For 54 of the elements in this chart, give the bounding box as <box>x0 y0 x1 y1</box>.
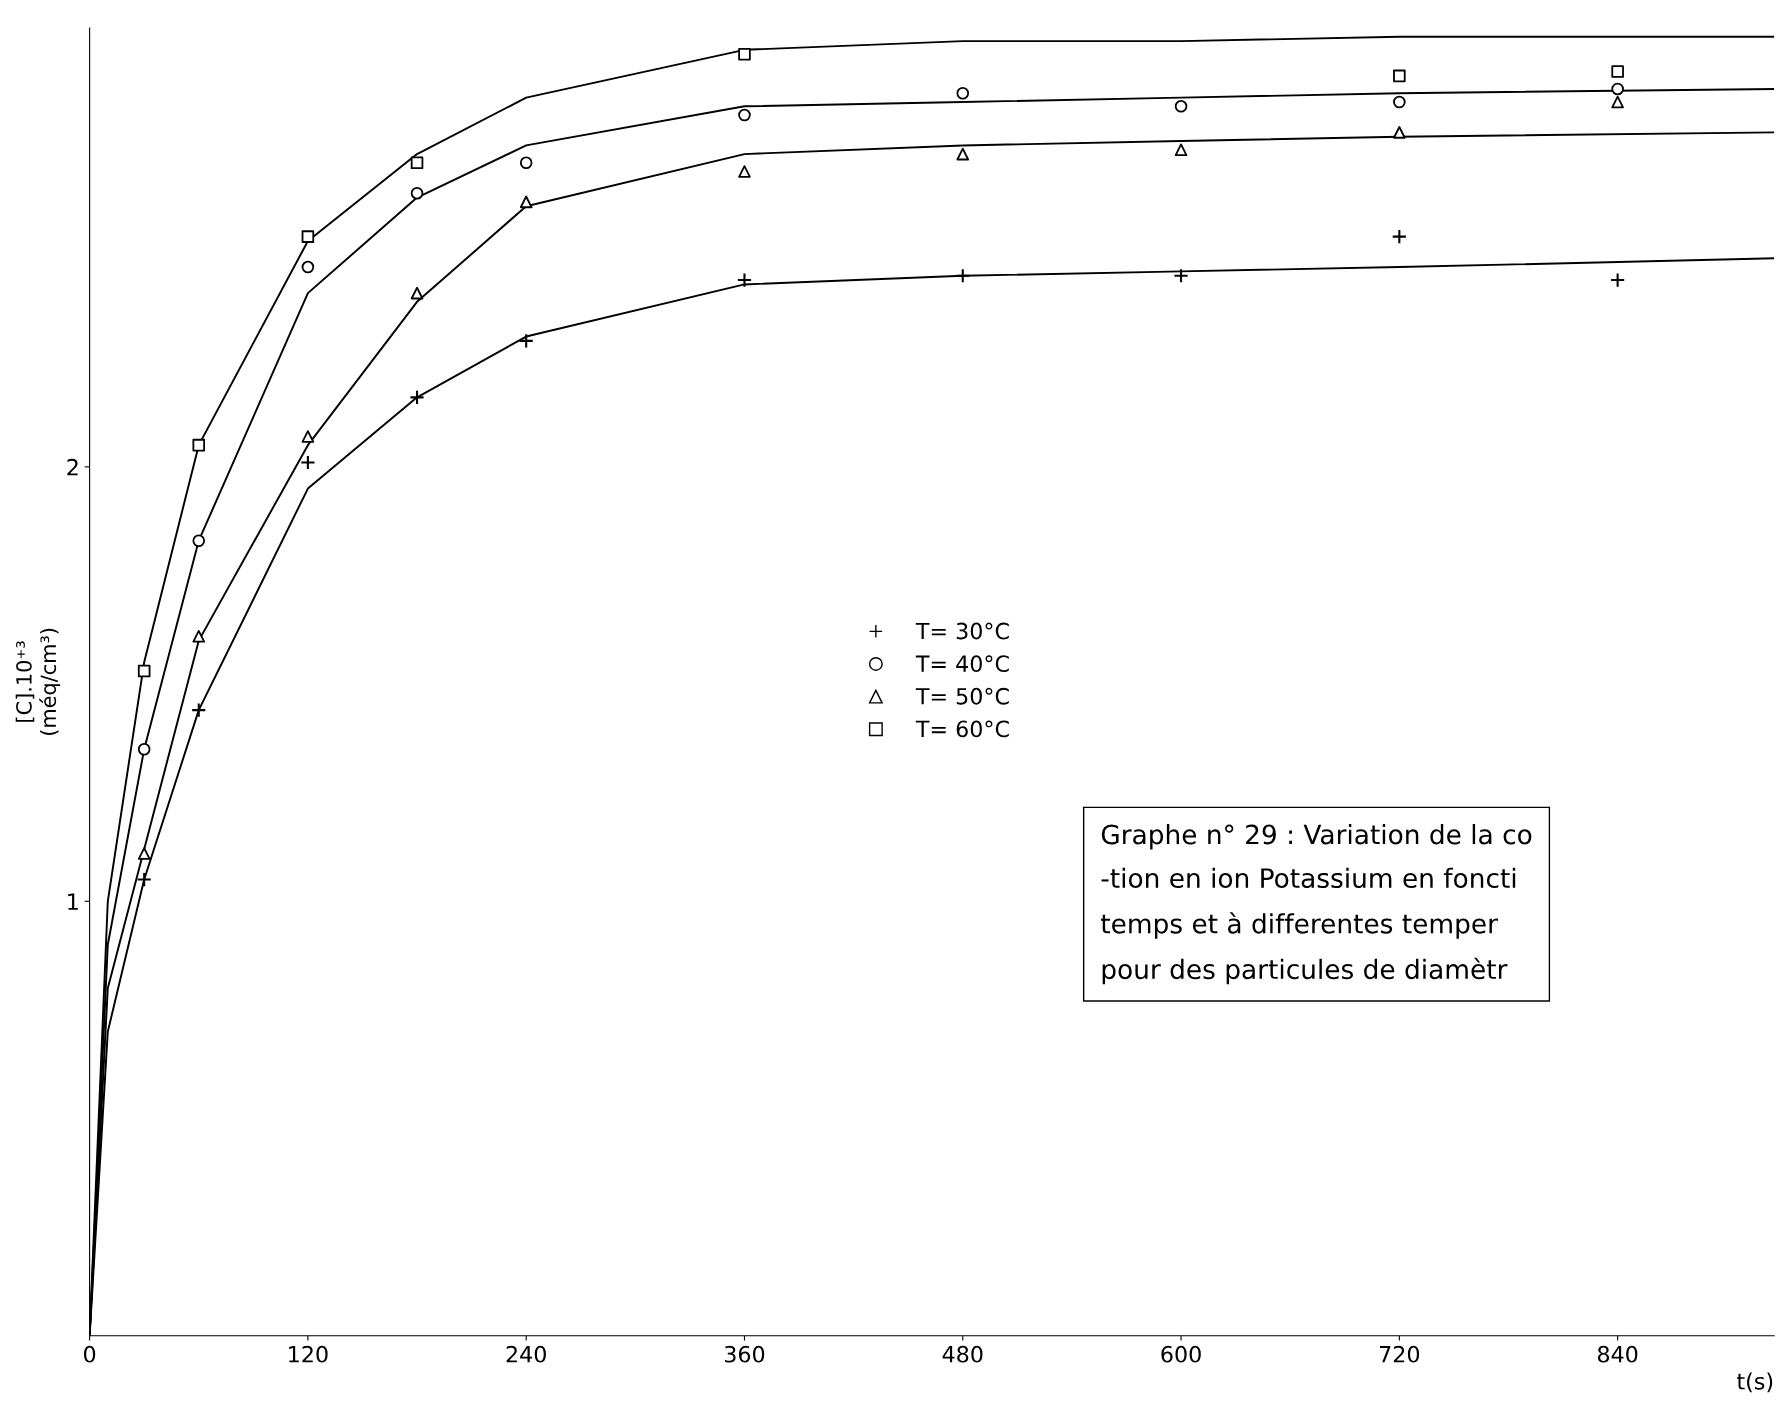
annotation: Graphe n° 29 : Variation de la co -tion en ion Potassium en foncti temps et à differentes temper pour des particules de diamètr <box>1101 824 1532 985</box>
y-tick-label: 2 <box>67 458 78 476</box>
point <box>1611 65 1624 78</box>
y-tick-label: 1 <box>68 893 78 910</box>
point <box>301 260 315 274</box>
point <box>1174 100 1188 113</box>
point <box>519 156 533 170</box>
legend-label: T= 30°C <box>915 622 1009 640</box>
x-axis-title: t(s) <box>1737 1372 1773 1393</box>
point <box>956 86 970 100</box>
legend-label: T= 50°C <box>915 687 1009 705</box>
point <box>1174 143 1188 157</box>
point <box>136 871 152 888</box>
point <box>137 664 151 678</box>
point <box>301 430 315 443</box>
point <box>1173 268 1189 284</box>
x-tick-label: 720 <box>1379 1345 1420 1363</box>
point <box>410 286 424 300</box>
point <box>1393 69 1406 83</box>
point <box>409 389 425 405</box>
point <box>1610 272 1626 288</box>
point <box>410 186 424 200</box>
x-tick-label: 480 <box>942 1345 983 1363</box>
point <box>1611 82 1624 96</box>
point <box>738 108 751 122</box>
point <box>1611 95 1624 109</box>
point <box>738 165 751 178</box>
point <box>736 272 753 288</box>
point <box>410 156 424 170</box>
x-tick-label: 600 <box>1161 1345 1201 1363</box>
legend-label: T= 60°C <box>915 720 1009 738</box>
point <box>956 147 970 161</box>
point <box>192 630 206 643</box>
point <box>738 47 751 61</box>
x-tick-label: 840 <box>1597 1345 1638 1363</box>
y-axis-title: [C].10⁺³ (méq/cm³) <box>15 628 61 735</box>
point <box>1391 229 1407 245</box>
point <box>137 742 151 756</box>
point <box>301 230 315 243</box>
x-tick-label: 0 <box>84 1345 96 1363</box>
point <box>518 333 534 349</box>
x-tick-label: 120 <box>289 1345 328 1363</box>
point <box>192 534 206 548</box>
point <box>191 702 207 718</box>
point <box>300 454 316 471</box>
point <box>955 268 971 284</box>
x-tick-label: 240 <box>506 1345 546 1363</box>
point <box>192 438 206 452</box>
point <box>137 847 151 860</box>
point <box>519 195 533 209</box>
legend-label: T= 40°C <box>915 655 1009 673</box>
point <box>1393 95 1406 109</box>
x-tick-label: 360 <box>724 1345 765 1363</box>
point <box>1393 126 1406 139</box>
